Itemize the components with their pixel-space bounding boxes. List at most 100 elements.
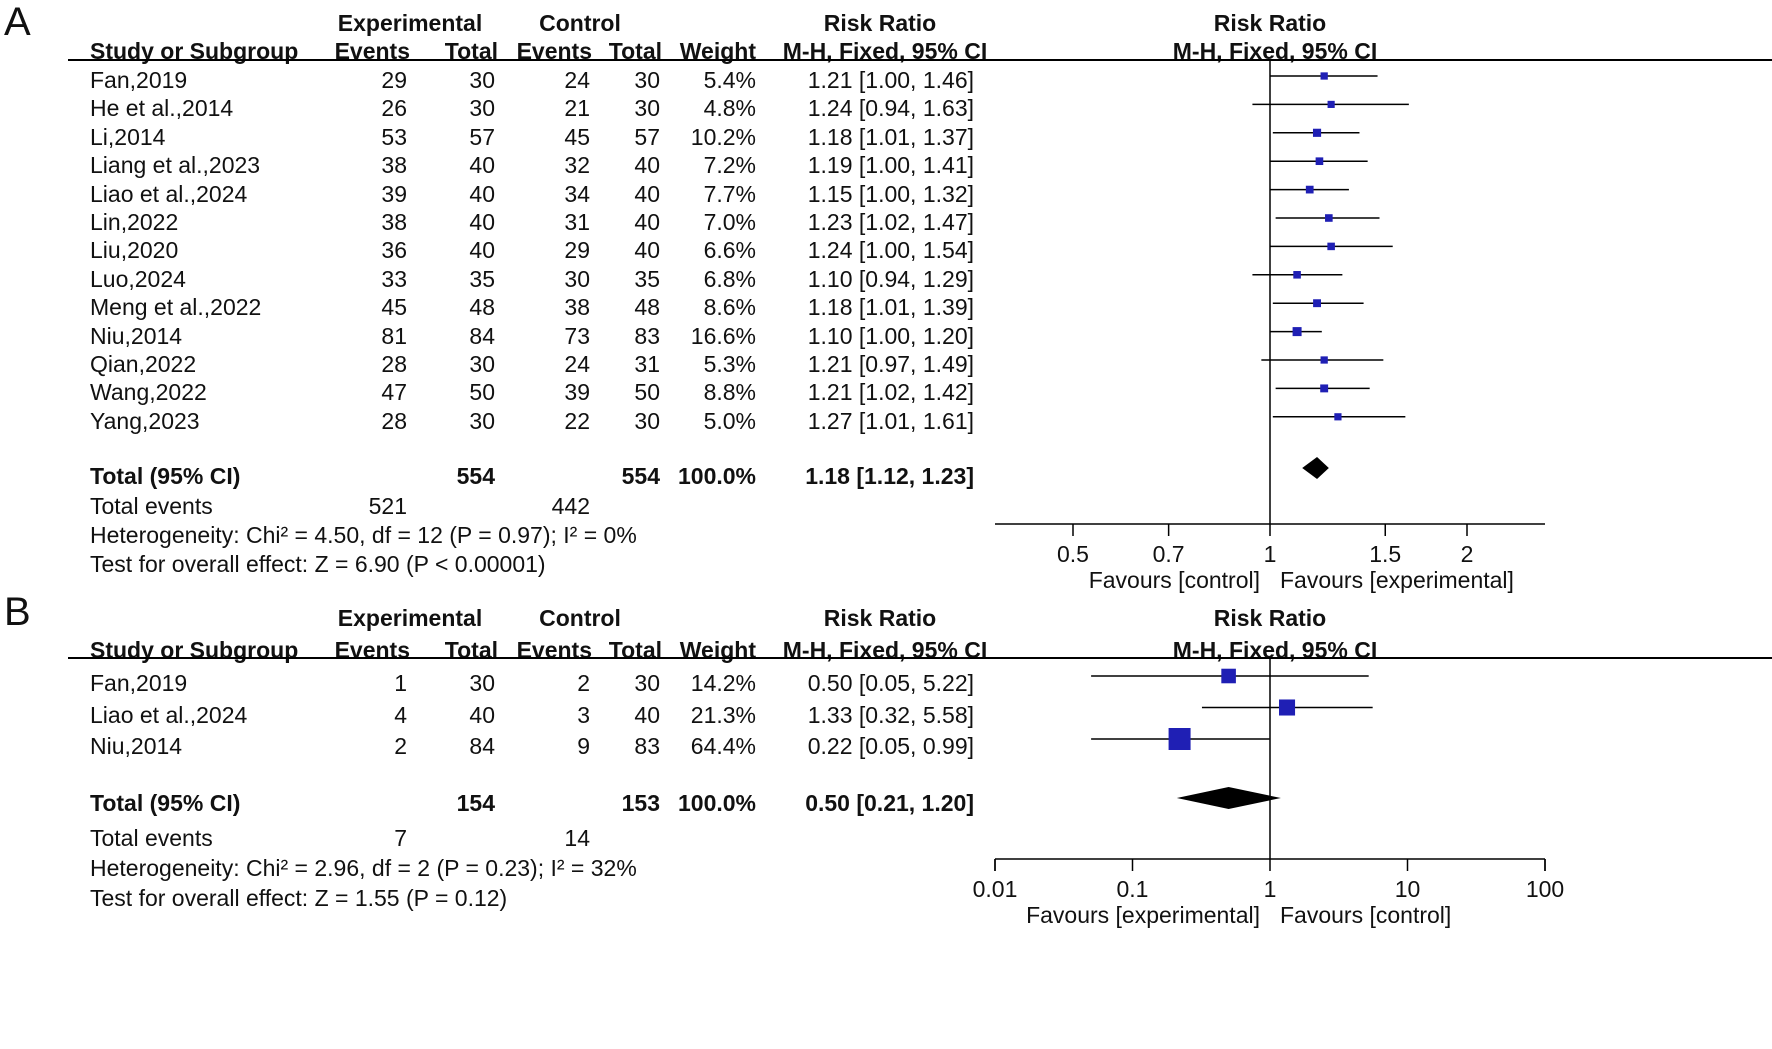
forest-plot-panel-a: A Experimental Control Risk Ratio Risk R… xyxy=(4,0,1772,593)
exp-total: 30 xyxy=(469,407,495,434)
total-events-exp: 521 xyxy=(368,493,407,519)
ctl-events: 73 xyxy=(564,322,590,349)
study-point xyxy=(1315,157,1324,166)
x-tick-label: 0.5 xyxy=(1057,541,1089,567)
risk-ratio-ci: 1.27 [1.01, 1.61] xyxy=(807,407,974,434)
favours-right-label: Favours [experimental] xyxy=(1280,567,1514,593)
weight: 16.6% xyxy=(690,322,756,349)
exp-events: 45 xyxy=(381,294,407,321)
weight: 5.0% xyxy=(703,407,756,434)
study-name: He et al.,2014 xyxy=(90,95,234,122)
total-events-exp: 7 xyxy=(394,825,407,851)
exp-events: 28 xyxy=(381,407,407,434)
study-name: Lin,2022 xyxy=(90,209,179,235)
ctl-events: 31 xyxy=(564,209,590,235)
weight: 64.4% xyxy=(690,733,756,759)
ctl-events: 2 xyxy=(577,670,590,696)
exp-events: 38 xyxy=(381,152,407,179)
ctl-events: 34 xyxy=(564,180,590,207)
total-ctl-total: 554 xyxy=(621,463,660,489)
exp-total: 48 xyxy=(469,294,495,321)
exp-events: 81 xyxy=(381,322,407,349)
weight: 4.8% xyxy=(703,95,756,122)
risk-ratio-ci: 1.33 [0.32, 5.58] xyxy=(807,701,974,728)
total-events-ctl: 14 xyxy=(564,825,590,851)
exp-total: 40 xyxy=(469,701,495,728)
study-point xyxy=(1313,299,1321,308)
ctl-events-header: Events xyxy=(516,637,592,663)
exp-total: 57 xyxy=(469,123,495,150)
pooled-diamond xyxy=(1176,787,1281,809)
favours-right-label: Favours [control] xyxy=(1280,902,1451,928)
forest-plot-b: 0.01 0.1 1 10 100 Favours [experimental] Favou… xyxy=(68,657,1772,928)
method-header: M-H, Fixed, 95% CI xyxy=(782,637,988,663)
study-point xyxy=(1325,214,1333,222)
ctl-events: 3 xyxy=(577,701,590,728)
ctl-total: 40 xyxy=(634,209,660,235)
study-name: Niu,2014 xyxy=(90,733,183,759)
weight: 6.8% xyxy=(703,265,756,292)
ctl-events: 30 xyxy=(564,265,590,292)
study-name: Wang,2022 xyxy=(90,379,207,406)
ctl-total: 30 xyxy=(634,670,660,696)
exp-events: 29 xyxy=(381,67,407,93)
exp-events: 4 xyxy=(394,701,407,728)
x-tick-label: 1 xyxy=(1264,541,1277,567)
ctl-events: 24 xyxy=(564,351,590,377)
ctl-total: 30 xyxy=(634,407,660,434)
risk-ratio-ci: 0.22 [0.05, 0.99] xyxy=(807,733,974,759)
study-name: Qian,2022 xyxy=(90,351,197,377)
study-name: Liao et al.,2024 xyxy=(90,701,248,728)
risk-ratio-header: Risk Ratio xyxy=(823,605,937,631)
exp-total: 30 xyxy=(469,67,495,93)
total-ci: 1.18 [1.12, 1.23] xyxy=(805,463,974,489)
ctl-total: 40 xyxy=(634,152,660,179)
study-name: Niu,2014 xyxy=(90,322,183,349)
weight: 7.0% xyxy=(703,209,756,235)
x-tick-label: 100 xyxy=(1526,876,1564,902)
total-label: Total (95% CI) xyxy=(90,790,241,816)
ctl-total: 50 xyxy=(634,379,660,406)
study-name: Fan,2019 xyxy=(90,67,188,93)
risk-ratio-ci: 1.23 [1.02, 1.47] xyxy=(807,209,974,235)
ctl-total: 83 xyxy=(634,322,660,349)
ctl-total: 30 xyxy=(634,95,660,122)
exp-events: 36 xyxy=(381,237,407,264)
weight: 8.8% xyxy=(703,379,756,406)
forest-plot-a: 0.5 0.7 1 1.5 2 Favours [control] Favours [exp… xyxy=(68,59,1772,593)
weight: 6.6% xyxy=(703,237,756,264)
ctl-events: 29 xyxy=(564,237,590,264)
study-point xyxy=(1320,356,1328,364)
study-point xyxy=(1279,699,1296,716)
ctl-events: 38 xyxy=(564,294,590,321)
risk-ratio-ci: 1.21 [1.00, 1.46] xyxy=(807,67,974,93)
study-point xyxy=(1305,185,1314,194)
study-point xyxy=(1320,72,1328,80)
ctl-total: 35 xyxy=(634,265,660,292)
exp-events: 33 xyxy=(381,265,407,292)
panel-label: B xyxy=(4,590,31,635)
risk-ratio-ci: 0.50 [0.05, 5.22] xyxy=(807,670,974,696)
risk-ratio-ci: 1.15 [1.00, 1.32] xyxy=(807,180,974,207)
study-name: Luo,2024 xyxy=(90,265,186,292)
total-ci: 0.50 [0.21, 1.20] xyxy=(805,790,974,816)
x-tick-label: 0.1 xyxy=(1117,876,1149,902)
exp-total: 84 xyxy=(469,733,495,759)
exp-events: 1 xyxy=(394,670,407,696)
plot-title: Risk Ratio xyxy=(1213,605,1327,631)
exp-events: 2 xyxy=(394,733,407,759)
x-tick-label: 0.7 xyxy=(1153,541,1185,567)
overall-effect-text: Test for overall effect: Z = 6.90 (P < 0… xyxy=(90,551,546,577)
x-tick-label: 0.01 xyxy=(973,876,1018,902)
heterogeneity-text: Heterogeneity: Chi² = 4.50, df = 12 (P =… xyxy=(90,522,637,548)
study-name: Yang,2023 xyxy=(90,407,200,434)
total-events-label: Total events xyxy=(90,493,213,519)
study-point xyxy=(1320,384,1329,393)
exp-events-header: Events xyxy=(334,637,410,663)
ctl-events: 45 xyxy=(564,123,590,150)
weight: 7.7% xyxy=(703,180,756,207)
weight-header: Weight xyxy=(679,637,756,663)
exp-total: 30 xyxy=(469,351,495,377)
exp-total: 50 xyxy=(469,379,495,406)
study-point xyxy=(1327,242,1335,251)
